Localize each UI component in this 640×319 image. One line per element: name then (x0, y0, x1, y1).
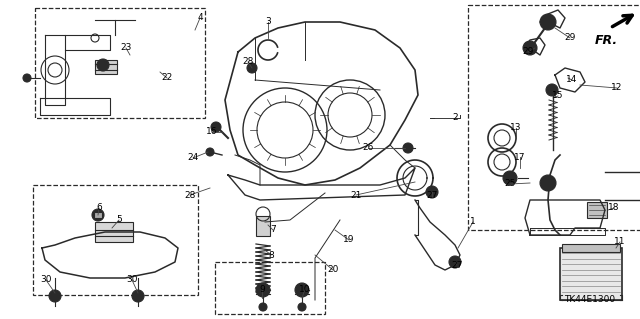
Circle shape (211, 122, 221, 132)
Circle shape (49, 290, 61, 302)
Text: 15: 15 (552, 92, 564, 100)
Bar (35, 8, 205, 118)
Circle shape (247, 63, 257, 73)
Bar (215, 262, 325, 314)
Text: 25: 25 (504, 180, 516, 189)
Text: 16: 16 (206, 128, 218, 137)
Text: 5: 5 (116, 216, 122, 225)
Bar (95, 60, 117, 74)
Bar (562, 244, 620, 252)
Text: 14: 14 (566, 76, 578, 85)
Circle shape (132, 290, 144, 302)
Text: 3: 3 (265, 18, 271, 26)
Text: 9: 9 (259, 285, 265, 293)
Text: 26: 26 (362, 144, 374, 152)
Text: 13: 13 (510, 123, 522, 132)
Text: 17: 17 (515, 152, 525, 161)
Bar (95, 222, 133, 242)
Circle shape (259, 303, 267, 311)
Circle shape (256, 283, 270, 297)
Circle shape (540, 14, 556, 30)
Bar (256, 216, 270, 236)
Text: 29: 29 (522, 48, 534, 56)
Text: 22: 22 (161, 73, 173, 83)
Text: 21: 21 (350, 190, 362, 199)
Circle shape (206, 148, 214, 156)
Text: 19: 19 (343, 235, 355, 244)
Circle shape (523, 41, 537, 55)
Text: 11: 11 (614, 238, 626, 247)
Text: 12: 12 (611, 84, 623, 93)
Circle shape (298, 303, 306, 311)
Text: 18: 18 (608, 204, 620, 212)
Text: 2: 2 (452, 114, 458, 122)
Bar (560, 248, 622, 300)
Text: 27: 27 (426, 191, 438, 201)
Circle shape (503, 171, 517, 185)
Text: FR.: FR. (595, 34, 618, 47)
Bar (33, 185, 198, 295)
Text: TK44E1300: TK44E1300 (564, 295, 616, 305)
Text: 30: 30 (126, 276, 138, 285)
Bar (587, 202, 607, 218)
Text: 29: 29 (564, 33, 576, 42)
Circle shape (449, 256, 461, 268)
Circle shape (295, 283, 309, 297)
Text: 8: 8 (268, 250, 274, 259)
Text: 27: 27 (451, 261, 463, 270)
Text: 28: 28 (243, 57, 253, 66)
Bar (468, 5, 640, 230)
Bar (94, 212, 102, 218)
Text: 30: 30 (40, 276, 52, 285)
Text: 4: 4 (197, 13, 203, 23)
Text: 23: 23 (120, 43, 132, 53)
Text: 28: 28 (184, 190, 196, 199)
Text: 1: 1 (470, 218, 476, 226)
Text: 20: 20 (327, 265, 339, 275)
Text: 6: 6 (96, 204, 102, 212)
Text: 7: 7 (270, 226, 276, 234)
Circle shape (540, 175, 556, 191)
Text: 10: 10 (300, 285, 311, 293)
Circle shape (92, 209, 104, 221)
Circle shape (403, 143, 413, 153)
Circle shape (426, 186, 438, 198)
Circle shape (97, 59, 109, 71)
Circle shape (546, 84, 558, 96)
Text: 24: 24 (188, 153, 198, 162)
Circle shape (23, 74, 31, 82)
